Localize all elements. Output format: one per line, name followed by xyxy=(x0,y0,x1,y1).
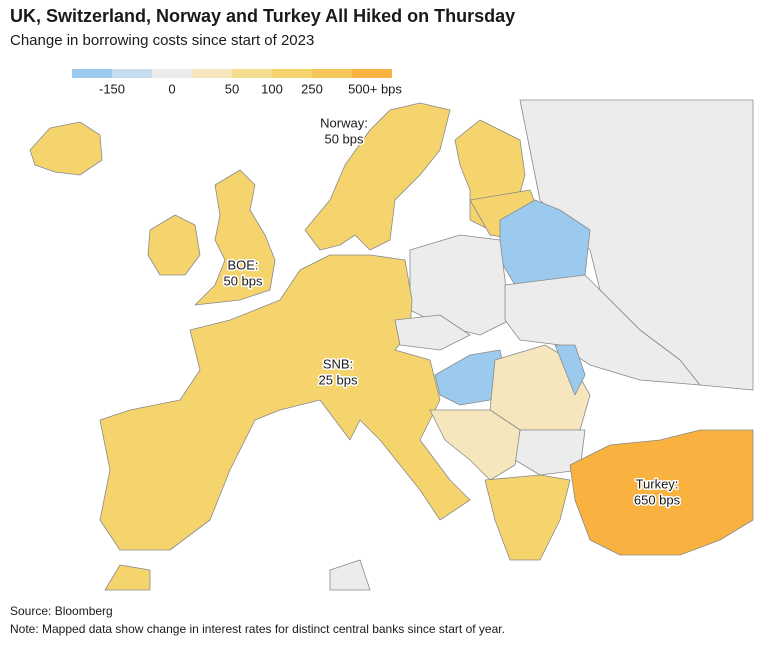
ukraine xyxy=(504,274,701,386)
annotation: Norway: xyxy=(320,115,368,130)
legend-swatch xyxy=(112,69,152,78)
uk xyxy=(194,169,276,306)
north-africa xyxy=(329,559,371,591)
annotation: BOE: xyxy=(227,257,258,272)
scandinavia xyxy=(304,102,451,251)
czechia xyxy=(394,314,471,351)
greece xyxy=(484,474,571,561)
legend-swatch xyxy=(152,69,192,78)
ireland xyxy=(147,214,201,276)
title: UK, Switzerland, Norway and Turkey All H… xyxy=(10,6,515,26)
balkans xyxy=(429,409,521,481)
legend-label: 50 xyxy=(225,81,239,96)
legend-label: 100 xyxy=(261,81,283,96)
legend-swatch xyxy=(192,69,232,78)
legend-swatch xyxy=(272,69,312,78)
legend: -150 0 50 100 250 500+ bps xyxy=(72,69,402,96)
note: Note: Mapped data show change in interes… xyxy=(10,622,505,636)
legend-label: 250 xyxy=(301,81,323,96)
legend-swatch xyxy=(232,69,272,78)
legend-label: 0 xyxy=(168,81,175,96)
annotation: 50 bps xyxy=(223,273,263,288)
source: Source: Bloomberg xyxy=(10,604,113,618)
moldova xyxy=(554,344,586,396)
legend-label: -150 xyxy=(99,81,125,96)
iceland xyxy=(29,121,103,176)
annotation: SNB: xyxy=(323,356,353,371)
western-europe xyxy=(99,254,471,551)
map xyxy=(29,99,754,591)
legend-swatch xyxy=(352,69,392,78)
turkey xyxy=(569,429,754,556)
annotation: Turkey: xyxy=(636,476,679,491)
legend-swatch xyxy=(312,69,352,78)
morocco xyxy=(104,564,151,591)
legend-swatch xyxy=(72,69,112,78)
subtitle: Change in borrowing costs since start of… xyxy=(10,32,314,49)
legend-label: 500+ bps xyxy=(348,81,402,96)
annotation: 50 bps xyxy=(324,131,364,146)
annotation: 25 bps xyxy=(318,372,358,387)
annotation: 650 bps xyxy=(634,492,681,507)
